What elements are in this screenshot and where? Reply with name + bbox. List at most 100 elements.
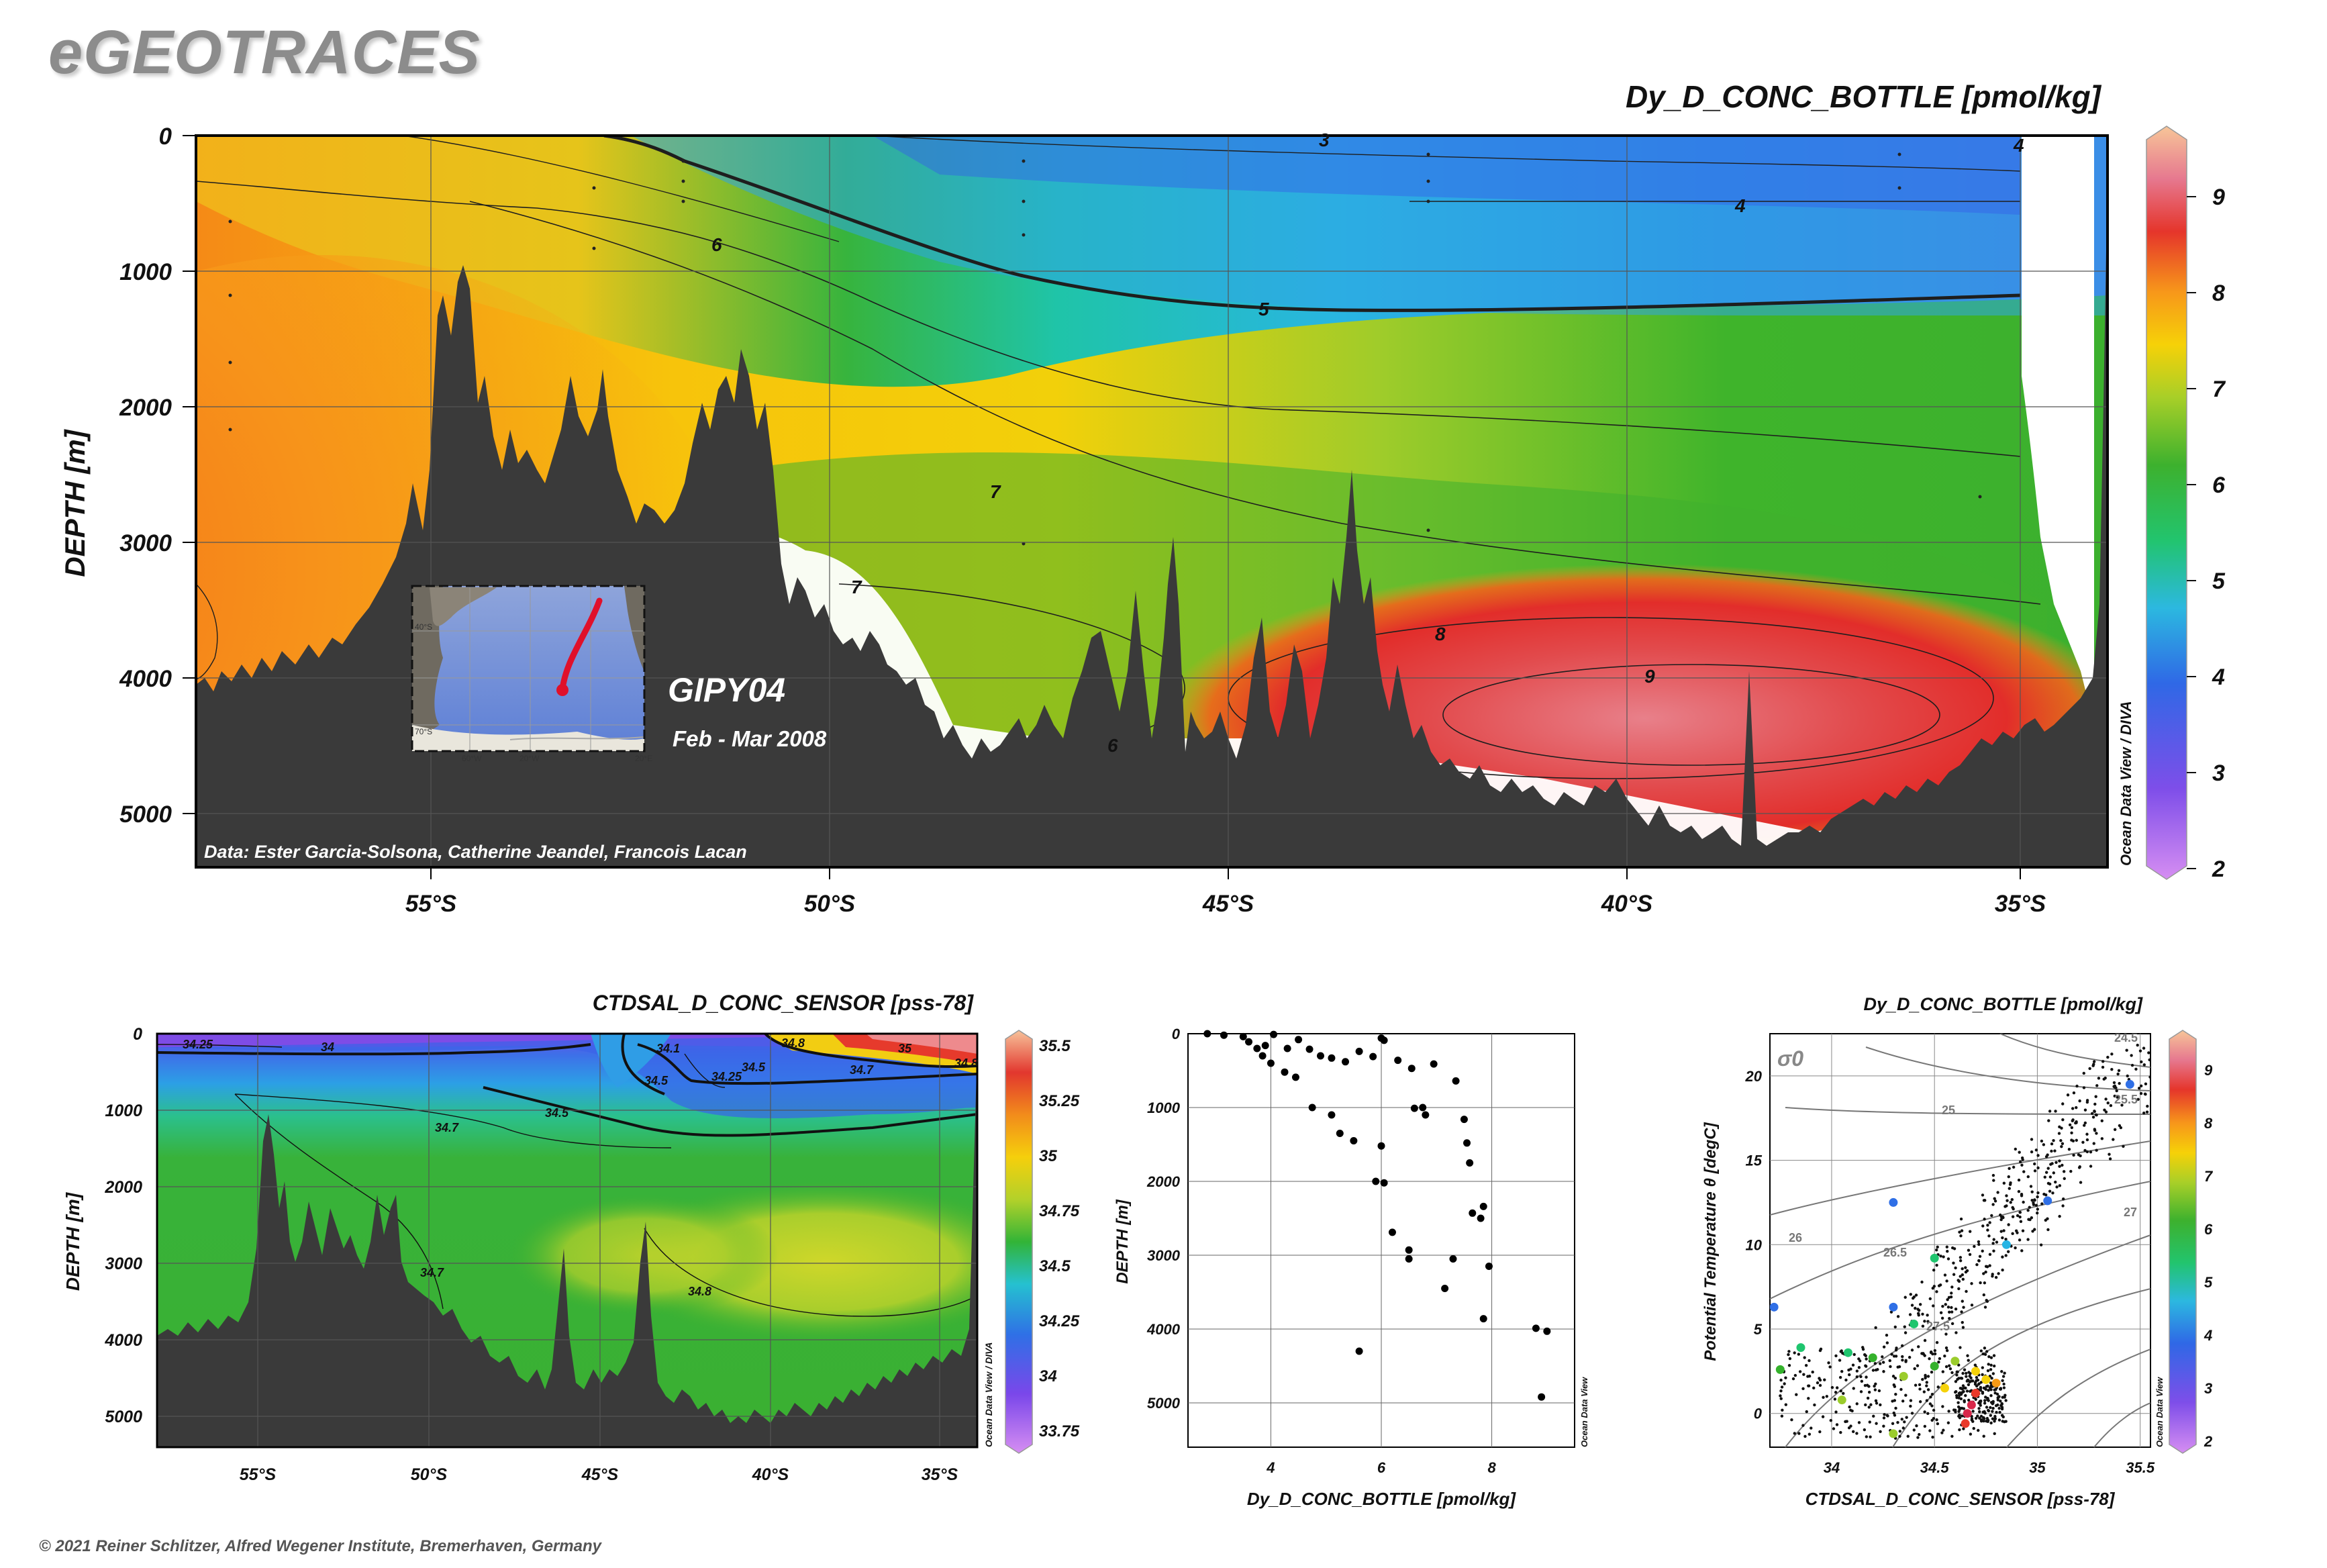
ts-background-point [2017,1189,2021,1193]
svg-text:35: 35 [898,1042,912,1055]
ts-background-point [2104,1097,2108,1101]
ts-background-point [1987,1408,1990,1412]
ts-colorbar: 9 8 7 6 5 4 3 2 [2169,1030,2214,1454]
ts-background-point [2106,1055,2110,1059]
ts-colored-point [1991,1378,2001,1387]
profile-point [1295,1036,1303,1044]
sal-xtick: 45°S [581,1465,619,1484]
ts-background-point [1933,1352,1937,1356]
ts-background-point [1891,1422,1895,1426]
ts-background-point [2018,1160,2022,1164]
profile-point [1270,1030,1278,1038]
ts-background-point [1989,1406,1992,1410]
ts-background-point [2070,1126,2074,1130]
ts-background-point [1904,1359,1908,1362]
ts-background-point [1822,1395,1825,1399]
egeotraces-logo: eGEOTRACES [48,18,481,87]
ts-background-point [1855,1375,1859,1379]
svg-text:5: 5 [1258,299,1269,320]
ts-background-point [2078,1099,2081,1103]
sal-contours [157,1034,977,1317]
ts-xtick: 35 [2029,1459,2046,1476]
svg-text:9: 9 [1644,666,1655,687]
ts-background-point [1844,1420,1847,1424]
ts-background-point [2075,1138,2078,1142]
ts-background-point [1923,1338,1927,1342]
ts-background-point [1787,1364,1791,1367]
ts-background-point [1918,1387,1922,1391]
ts-background-point [2018,1238,2022,1242]
ts-background-point [1793,1432,1796,1435]
cruise-dates: Feb - Mar 2008 [673,726,827,751]
sal-xtick: 55°S [240,1465,277,1484]
ts-background-point [1997,1406,2001,1410]
ts-background-point [1950,1310,1954,1314]
ts-background-point [1857,1366,1861,1369]
ts-background-point [1993,1391,1997,1395]
ts-background-point [1936,1385,1940,1389]
ts-background-point [1967,1248,1971,1252]
ts-background-point [2034,1204,2038,1207]
ts-background-point [2006,1250,2010,1253]
profile-x-axis-label: Dy_D_CONC_BOTTLE [pmol/kg] [1247,1489,1516,1509]
ts-background-point [1808,1432,1812,1436]
ts-background-point [1882,1370,1885,1373]
ts-background-point [1835,1423,1839,1426]
ts-background-point [1981,1249,1984,1253]
ts-background-point [2036,1211,2039,1215]
svg-text:34.8: 34.8 [954,1057,978,1070]
ts-background-point [1895,1346,1898,1350]
svg-text:9: 9 [2204,1062,2213,1079]
ts-background-point [1993,1197,1996,1200]
ts-background-point [2061,1142,2065,1145]
ts-background-point [1947,1410,1950,1413]
ts-ytick: 20 [1745,1068,1763,1085]
ts-background-point [1985,1350,1989,1353]
ts-background-point [1981,1193,1985,1197]
ts-background-point [2002,1181,2006,1185]
ts-ytick: 5 [1754,1321,1763,1338]
profile-point [1239,1032,1247,1040]
svg-text:60°W: 60°W [462,754,482,763]
svg-text:9: 9 [2212,185,2225,210]
ts-background-point [1959,1275,1962,1278]
ts-background-point [1979,1401,1982,1405]
svg-text:4: 4 [2212,665,2225,690]
ts-background-point [1993,1417,1997,1421]
ts-background-point [1932,1416,1936,1420]
ts-background-point [2044,1171,2048,1174]
ts-colored-point [1889,1429,1898,1438]
ts-background-point [1954,1266,1957,1270]
main-ytick: 2000 [119,395,172,421]
ts-background-point [1874,1368,1878,1372]
profile-point [1377,1142,1385,1150]
ts-background-point [2143,1092,2147,1096]
ts-background-point [2108,1157,2112,1161]
ts-background-point [1901,1355,1904,1359]
svg-text:34.8: 34.8 [688,1285,711,1298]
profile-point [1538,1393,1546,1401]
ts-x-axis-label: CTDSAL_D_CONC_SENSOR [pss-78] [1805,1489,2116,1509]
ts-background-point [1801,1387,1805,1391]
ts-colored-point [1940,1383,1950,1393]
ts-background-point [2058,1159,2061,1163]
svg-text:6: 6 [1107,735,1118,756]
ts-background-point [2033,1162,2036,1166]
ts-background-point [2069,1169,2073,1173]
ts-background-point [1861,1347,1865,1351]
ts-background-point [2030,1190,2034,1193]
ts-background-point [1803,1434,1807,1438]
ts-background-point [1986,1418,1990,1422]
ts-background-point [1920,1280,1924,1284]
svg-text:34.75: 34.75 [1039,1202,1080,1220]
ts-background-point [2067,1148,2071,1151]
ts-background-point [2018,1211,2022,1214]
ts-background-point [1915,1424,1918,1428]
svg-text:4: 4 [1734,195,1746,216]
ts-background-point [2061,1204,2065,1208]
ts-background-point [2125,1048,2128,1052]
ts-background-point [2014,1147,2018,1151]
ts-background-point [1970,1417,1974,1420]
ts-background-point [2130,1063,2134,1067]
ts-background-point [2126,1074,2129,1078]
